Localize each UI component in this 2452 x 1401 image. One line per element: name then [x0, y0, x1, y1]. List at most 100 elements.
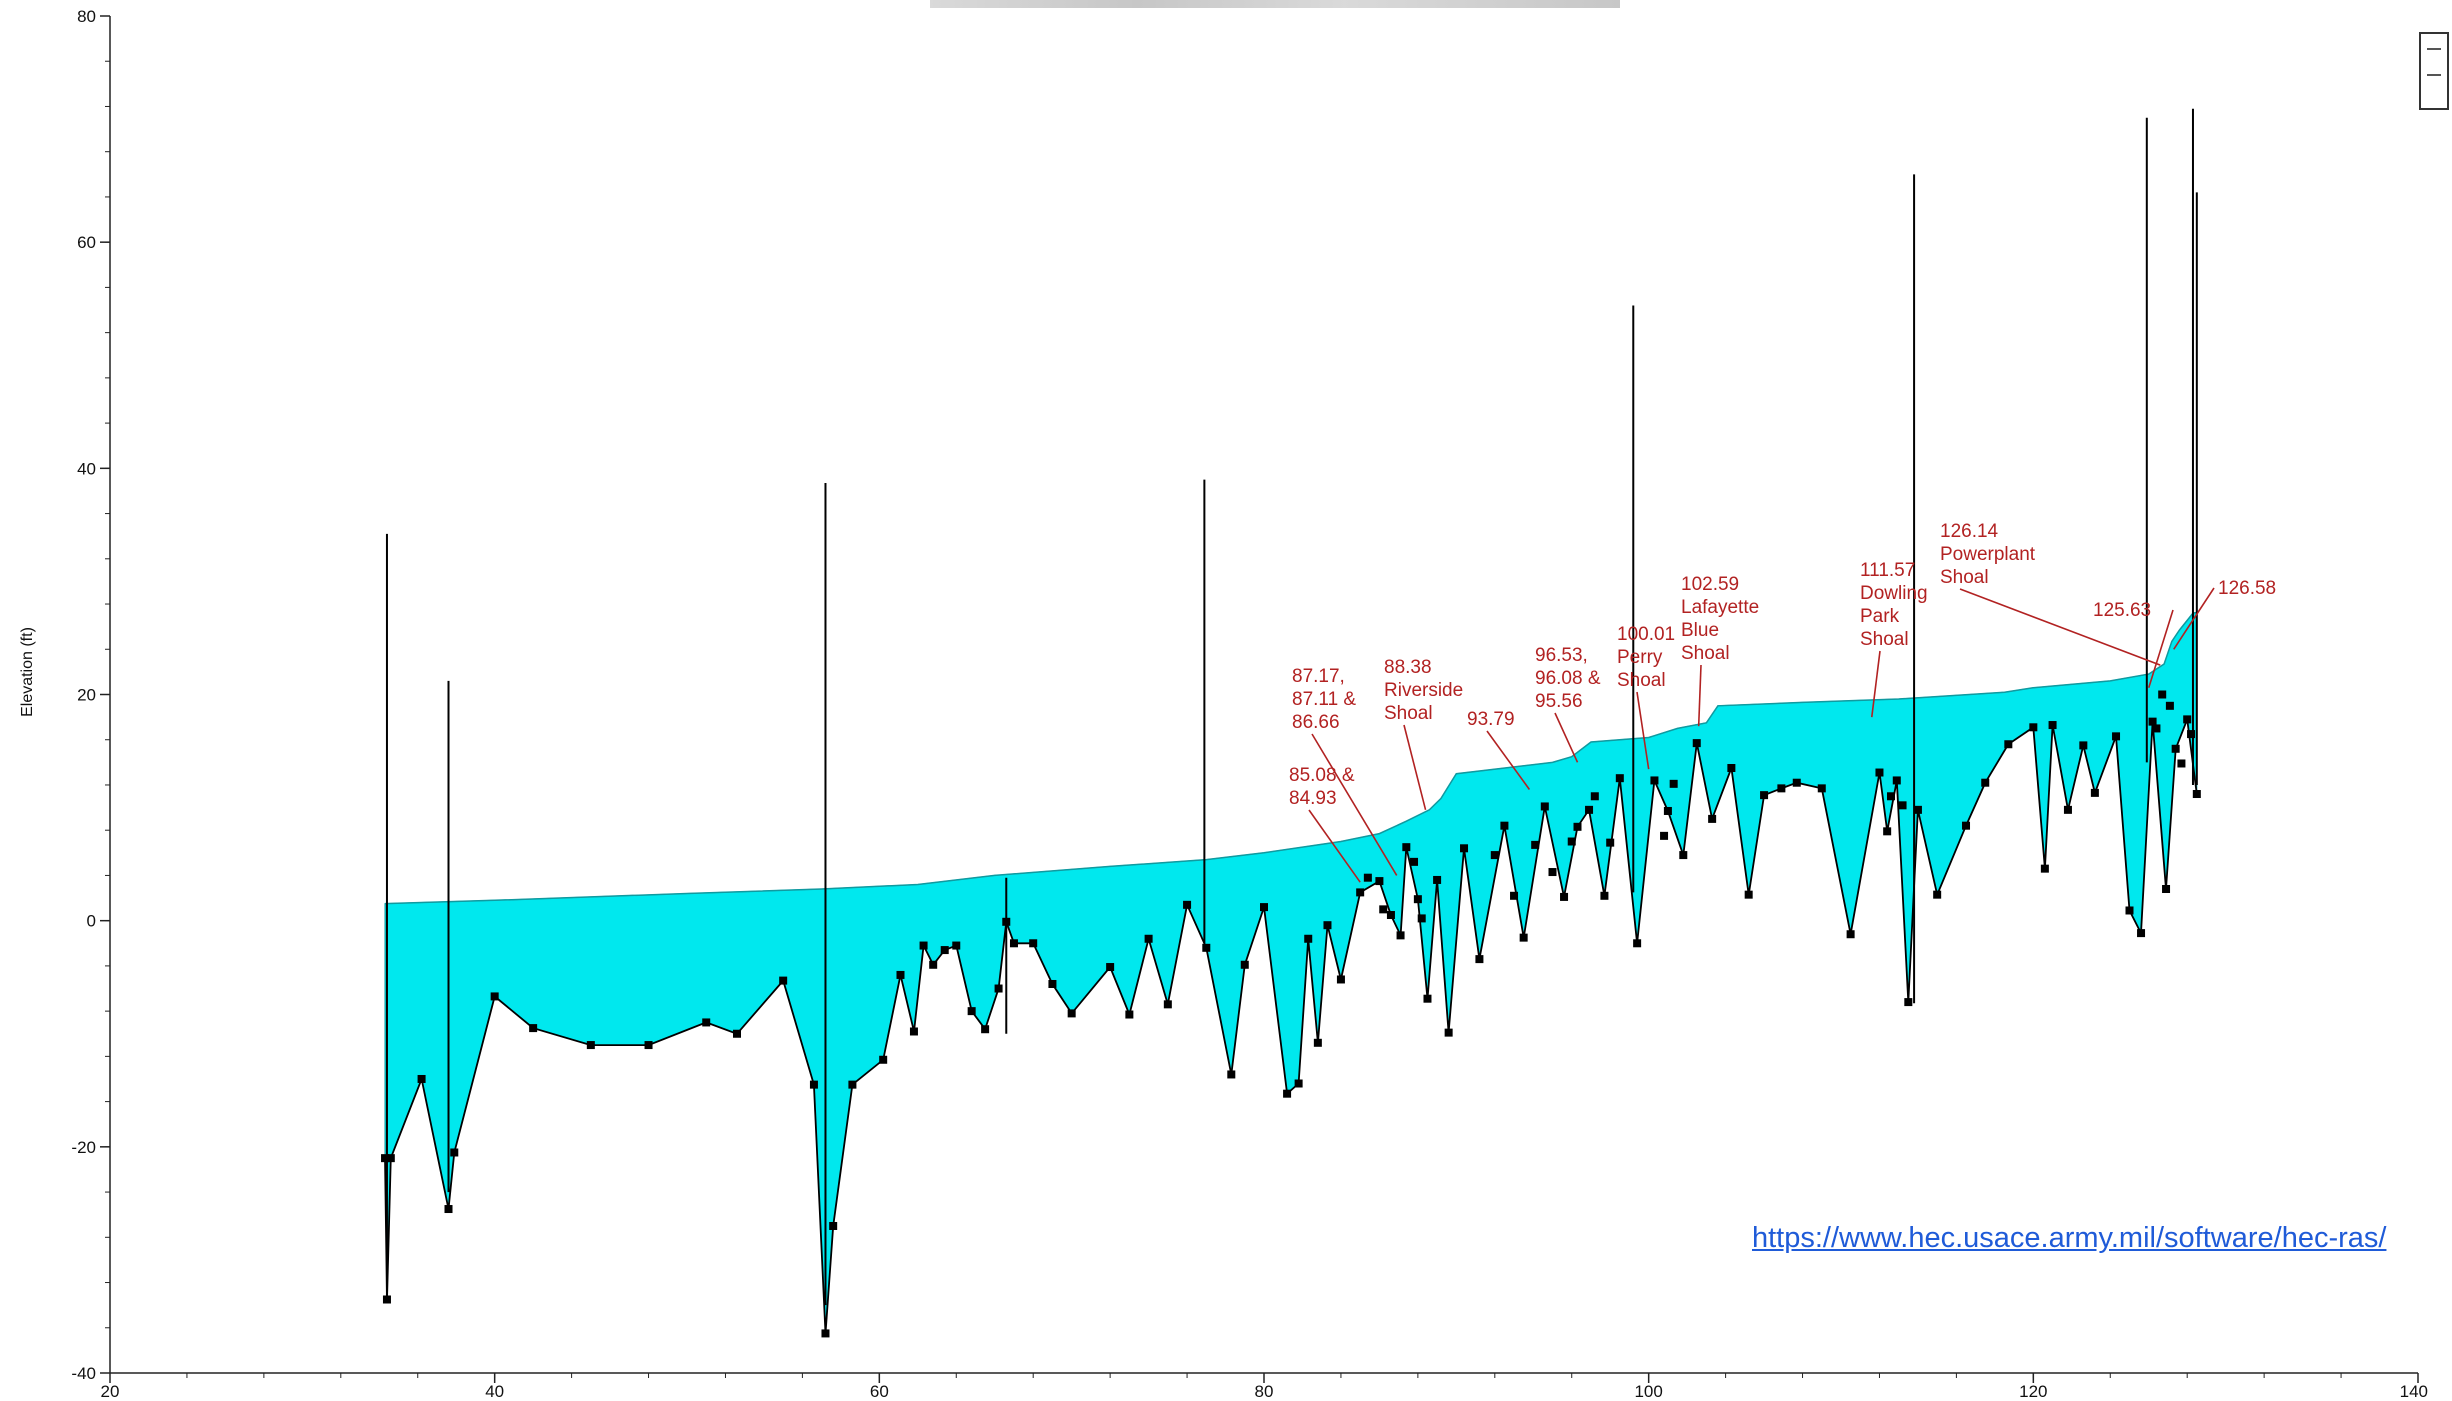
bed-point-marker	[1846, 930, 1855, 939]
annotation-line: 95.56	[1535, 691, 1583, 712]
bed-point-marker	[879, 1055, 888, 1064]
bed-point-marker	[919, 941, 928, 950]
source-link[interactable]: https://www.hec.usace.army.mil/software/…	[1752, 1222, 2387, 1254]
bed-point-marker	[2004, 740, 2013, 749]
bed-line	[384, 719, 2198, 1334]
annotation-line: Blue	[1681, 620, 1719, 641]
annotation-line: 84.93	[1289, 788, 1337, 809]
bed-point-marker	[2162, 885, 2171, 894]
y-tick-label: 80	[77, 7, 96, 26]
bed-point-marker	[1379, 905, 1388, 914]
bed-point-marker	[1460, 844, 1469, 853]
bed-point-marker	[490, 992, 499, 1001]
annotation-line: 96.53,	[1535, 645, 1588, 666]
annotation-leader-line	[2147, 609, 2174, 688]
bed-point-marker	[1304, 934, 1313, 943]
bed-point-marker	[382, 1295, 391, 1304]
annotation-line: 125.63	[2093, 600, 2151, 621]
bed-point-marker	[2177, 759, 2186, 768]
bed-point-marker	[1413, 895, 1422, 904]
bed-point-marker	[1202, 943, 1211, 952]
x-tick-label: 140	[2400, 1382, 2428, 1401]
annotation-line: Dowling	[1860, 583, 1928, 604]
bed-point-marker	[981, 1025, 990, 1034]
bed-point-marker	[1029, 939, 1038, 948]
bed-point-marker	[1663, 806, 1672, 815]
bed-point-marker	[1519, 933, 1528, 942]
bed-point-marker	[644, 1041, 653, 1050]
bed-point-marker	[386, 1154, 395, 1163]
annotation-label: 126.58	[2218, 578, 2276, 599]
bed-point-marker	[909, 1027, 918, 1036]
x-tick-label: 80	[1255, 1382, 1274, 1401]
bed-point-marker	[779, 976, 788, 985]
bed-point-marker	[1615, 774, 1624, 783]
bed-point-marker	[1792, 778, 1801, 787]
annotation-line: 126.58	[2218, 578, 2276, 599]
bed-point-marker	[1560, 892, 1569, 901]
x-tick-label: 120	[2019, 1382, 2047, 1401]
y-tick-label: 60	[77, 233, 96, 252]
annotation-label: 85.08 & 84.93	[1289, 765, 1355, 809]
water-surface-line	[384, 611, 2197, 905]
bed-point-marker	[1548, 868, 1557, 877]
bed-point-marker	[1744, 890, 1753, 899]
bed-point-marker	[1573, 822, 1582, 831]
bed-point-marker	[2125, 906, 2134, 915]
bed-point-marker	[381, 1154, 390, 1163]
legend-swatch	[2427, 48, 2441, 50]
annotation-line: 111.57	[1860, 560, 1915, 581]
bed-point-marker	[2112, 732, 2121, 741]
bed-point-marker	[1669, 779, 1678, 788]
shoal-annotations: 87.17, 87.11 & 86.66 85.08 & 84.93 88.38 River…	[1289, 521, 2276, 883]
bed-point-marker	[1375, 877, 1384, 886]
bed-point-marker	[2090, 788, 2099, 797]
bed-point-marker	[1475, 955, 1484, 964]
bed-point-marker	[1540, 802, 1549, 811]
bed-point-marker	[586, 1041, 595, 1050]
bed-point-marker	[1336, 975, 1345, 984]
annotation-line: 102.59	[1681, 574, 1739, 595]
annotation-leader-line	[1870, 650, 1881, 718]
bed-point-marker	[1402, 843, 1411, 852]
legend-swatch	[2427, 74, 2441, 76]
bed-point-marker	[2192, 790, 2201, 799]
annotation-leader-line	[1486, 730, 1531, 790]
bed-point-marker	[450, 1148, 459, 1157]
bed-point-marker	[2187, 730, 2196, 739]
annotation-leader-line	[1959, 588, 2161, 666]
bed-point-marker	[1650, 776, 1659, 785]
annotation-line: Riverside	[1384, 680, 1463, 701]
annotation-leader-line	[1311, 733, 1398, 876]
bed-point-marker	[1510, 891, 1519, 900]
annotation-label: 126.14 Powerplant Shoal	[1940, 521, 2036, 588]
bed-point-marker	[2063, 805, 2072, 814]
bed-point-marker	[1500, 821, 1509, 830]
section-vertical-lines	[385, 108, 2198, 1306]
bed-point-marker	[1444, 1028, 1453, 1037]
annotation-line: Park	[1860, 606, 1900, 627]
bed-point-marker	[2048, 721, 2057, 730]
bed-point-marker	[1606, 838, 1615, 847]
bed-point-marker	[2148, 717, 2157, 726]
channel-bed-profile	[381, 690, 2201, 1338]
bed-point-marker	[952, 941, 961, 950]
bed-point-marker	[417, 1074, 426, 1083]
x-tick-label: 60	[870, 1382, 889, 1401]
bed-point-marker	[1294, 1079, 1303, 1088]
annotation-label: 96.53, 96.08 & 95.56	[1535, 645, 1601, 712]
annotation-line: Shoal	[1384, 703, 1433, 724]
bed-point-marker	[1163, 1000, 1172, 1009]
bed-point-marker	[1323, 921, 1332, 930]
bed-point-marker	[1933, 890, 1942, 899]
annotation-line: 87.17,	[1292, 666, 1345, 687]
bed-point-marker	[1777, 784, 1786, 793]
annotation-line: Shoal	[1681, 643, 1730, 664]
bed-point-marker	[1660, 831, 1669, 840]
annotation-leader-line	[1697, 664, 1702, 727]
bed-point-marker	[1423, 994, 1432, 1003]
bed-point-marker	[733, 1029, 742, 1038]
annotation-leader-line	[1403, 724, 1427, 811]
bed-point-marker	[1002, 917, 1011, 926]
